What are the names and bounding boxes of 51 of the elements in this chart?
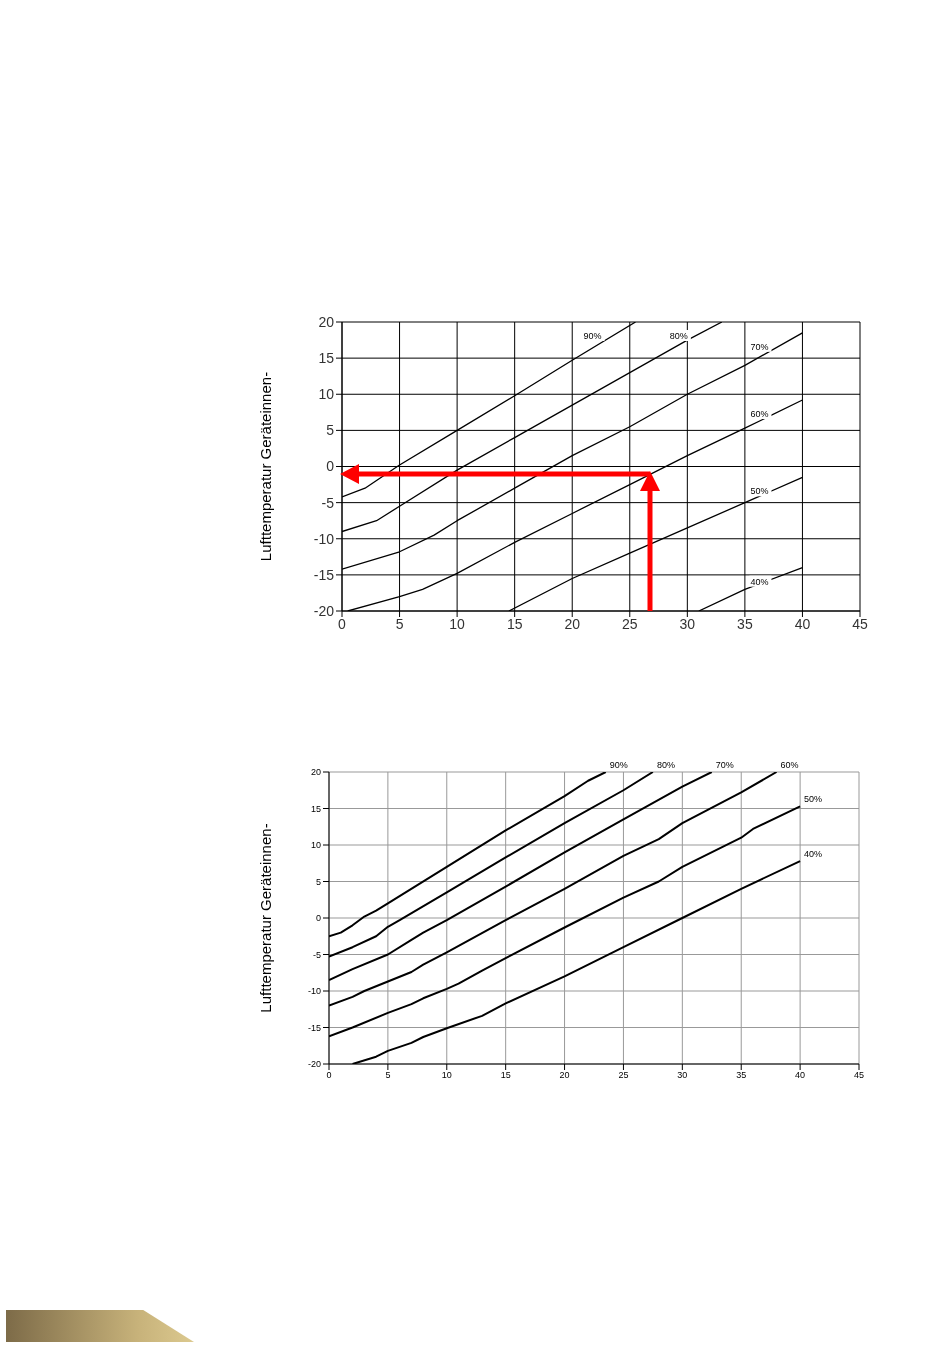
- y-tick-label: 5: [315, 876, 321, 887]
- x-tick-label: 15: [506, 615, 523, 632]
- series-label: 80%: [669, 331, 688, 341]
- series-label: 40%: [804, 849, 823, 860]
- x-tick-label: 20: [559, 1070, 570, 1081]
- series-label: 90%: [609, 760, 628, 770]
- x-tick-label: 5: [385, 1070, 391, 1081]
- x-tick-label: 35: [737, 615, 753, 632]
- y-tick-label: 20: [310, 767, 321, 778]
- y-tick-label: 5: [326, 422, 335, 439]
- x-tick-label: 30: [679, 615, 696, 632]
- y-tick-label: 0: [315, 913, 321, 924]
- y-tick-label: 0: [326, 458, 335, 475]
- x-tick-label: 25: [618, 1070, 629, 1081]
- y-axis-title: Lufttemperatur Geräteinnen-: [257, 371, 275, 562]
- y-tick-label: -10: [307, 986, 321, 997]
- y-tick-label: 20: [318, 313, 335, 330]
- x-tick-label: 15: [500, 1070, 511, 1081]
- x-tick-label: 10: [449, 615, 466, 632]
- series-label: 70%: [750, 341, 769, 352]
- y-tick-label: 15: [318, 350, 335, 367]
- x-tick-label: 0: [338, 615, 347, 632]
- series-label: 90%: [583, 331, 602, 341]
- y-tick-label: 15: [310, 803, 321, 814]
- series-label: 70%: [715, 760, 734, 770]
- y-tick-label: -20: [307, 1059, 321, 1070]
- x-tick-label: 5: [395, 615, 404, 632]
- x-tick-label: 30: [677, 1070, 688, 1081]
- x-tick-label: 35: [736, 1070, 747, 1081]
- y-tick-label: -15: [307, 1022, 321, 1033]
- x-tick-label: 40: [795, 1070, 806, 1081]
- y-tick-label: -10: [313, 530, 335, 547]
- series-label: 40%: [750, 576, 769, 587]
- series-label: 50%: [750, 486, 769, 497]
- series-label: 50%: [804, 794, 823, 805]
- series-label: 60%: [750, 409, 769, 420]
- x-tick-label: 40: [794, 615, 811, 632]
- y-axis-title: Lufttemperatur Geräteinnen-: [257, 823, 275, 1013]
- y-tick-label: -5: [312, 949, 321, 960]
- x-tick-label: 25: [621, 615, 638, 632]
- y-tick-label: -5: [321, 494, 335, 511]
- x-tick-label: 20: [564, 615, 581, 632]
- x-tick-label: 10: [441, 1070, 452, 1081]
- y-tick-label: 10: [318, 386, 335, 403]
- x-tick-label: 45: [853, 1070, 865, 1081]
- y-tick-label: 10: [310, 840, 321, 851]
- x-tick-label: 45: [852, 615, 868, 632]
- y-tick-label: -15: [313, 566, 335, 583]
- series-label: 60%: [780, 760, 799, 770]
- series-label: 80%: [656, 760, 675, 770]
- y-tick-label: -20: [313, 602, 335, 619]
